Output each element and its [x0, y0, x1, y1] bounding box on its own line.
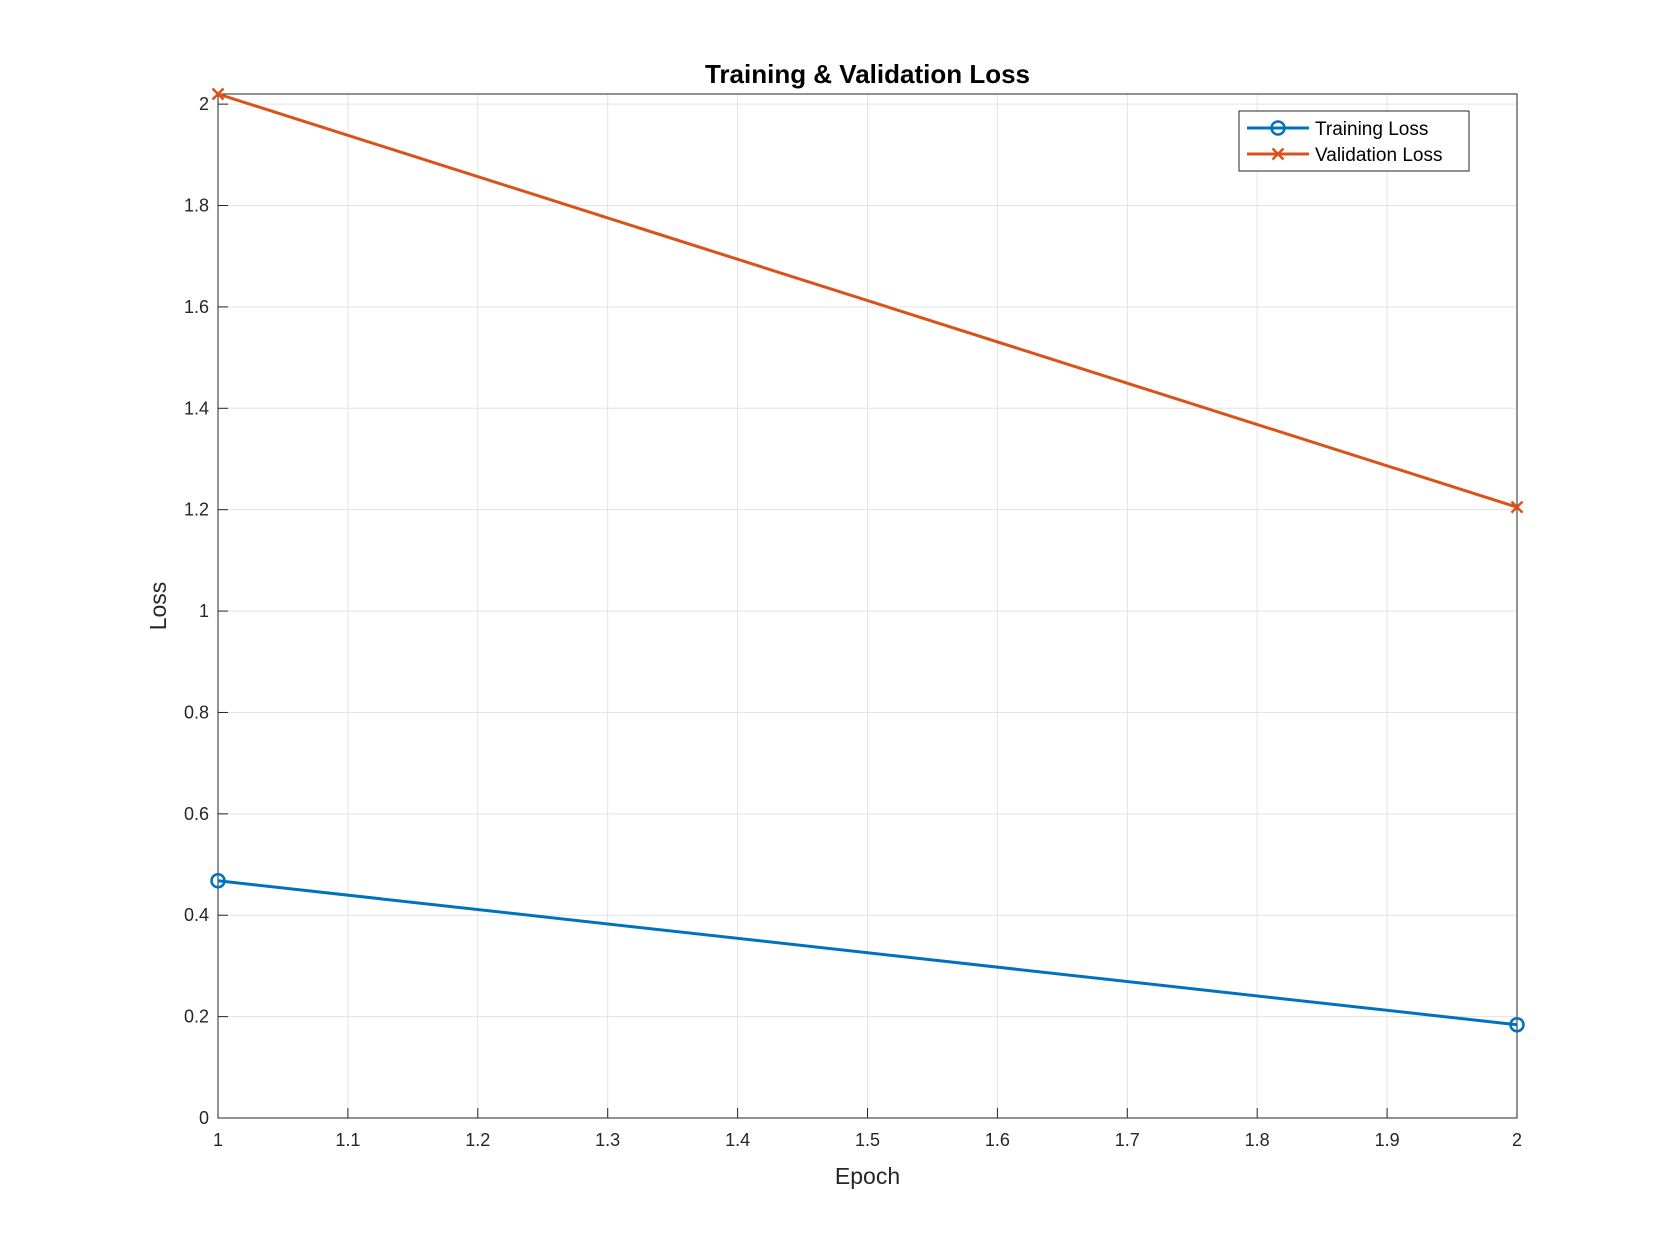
legend-label-0: Training Loss	[1315, 119, 1428, 140]
chart-title: Training & Validation Loss	[705, 59, 1030, 89]
y-tick-label: 2	[199, 94, 209, 114]
x-tick-label: 1.8	[1245, 1130, 1270, 1150]
x-tick-label: 1.5	[855, 1130, 880, 1150]
x-tick-label: 1.9	[1375, 1130, 1400, 1150]
series	[210, 87, 1525, 1033]
y-tick-label: 0	[199, 1108, 209, 1128]
x-tick-label: 1.6	[985, 1130, 1010, 1150]
legend: Training Loss Validation Loss	[1238, 110, 1470, 172]
data-point	[211, 87, 225, 101]
y-tick-label: 0.6	[184, 804, 209, 824]
data-point	[1510, 500, 1524, 514]
y-tick-label: 0.2	[184, 1007, 209, 1027]
y-tick-label: 1.4	[184, 398, 209, 418]
x-tick-label: 1	[213, 1130, 223, 1150]
y-tick-label: 1	[199, 601, 209, 621]
data-point	[1509, 1016, 1525, 1033]
y-tick-label: 1.2	[184, 500, 209, 520]
legend-marker-1	[1271, 147, 1285, 161]
data-point	[210, 873, 226, 889]
y-axis-label: Loss	[145, 582, 171, 631]
axis-ticks: 1 1.1 1.2 1.3 1.4 1.5 1.6 1.7 1.8 1.9 2 0 0.2 0.4 0.6 0…	[184, 94, 1522, 1150]
x-tick-label: 1.4	[725, 1130, 750, 1150]
legend-label-1: Validation Loss	[1315, 145, 1442, 166]
y-tick-label: 1.8	[184, 196, 209, 216]
x-tick-label: 1.1	[335, 1130, 360, 1150]
series-line-1	[217, 92, 1518, 509]
x-axis-label: Epoch	[835, 1163, 900, 1189]
y-tick-label: 0.4	[184, 905, 209, 925]
x-tick-label: 1.7	[1115, 1130, 1140, 1150]
y-tick-label: 1.6	[184, 297, 209, 317]
series-line-0	[217, 879, 1518, 1027]
x-tick-label: 2	[1512, 1130, 1522, 1150]
x-tick-label: 1.3	[595, 1130, 620, 1150]
legend-marker-0	[1270, 120, 1286, 136]
y-tick-label: 0.8	[184, 702, 209, 722]
x-tick-label: 1.2	[465, 1130, 490, 1150]
